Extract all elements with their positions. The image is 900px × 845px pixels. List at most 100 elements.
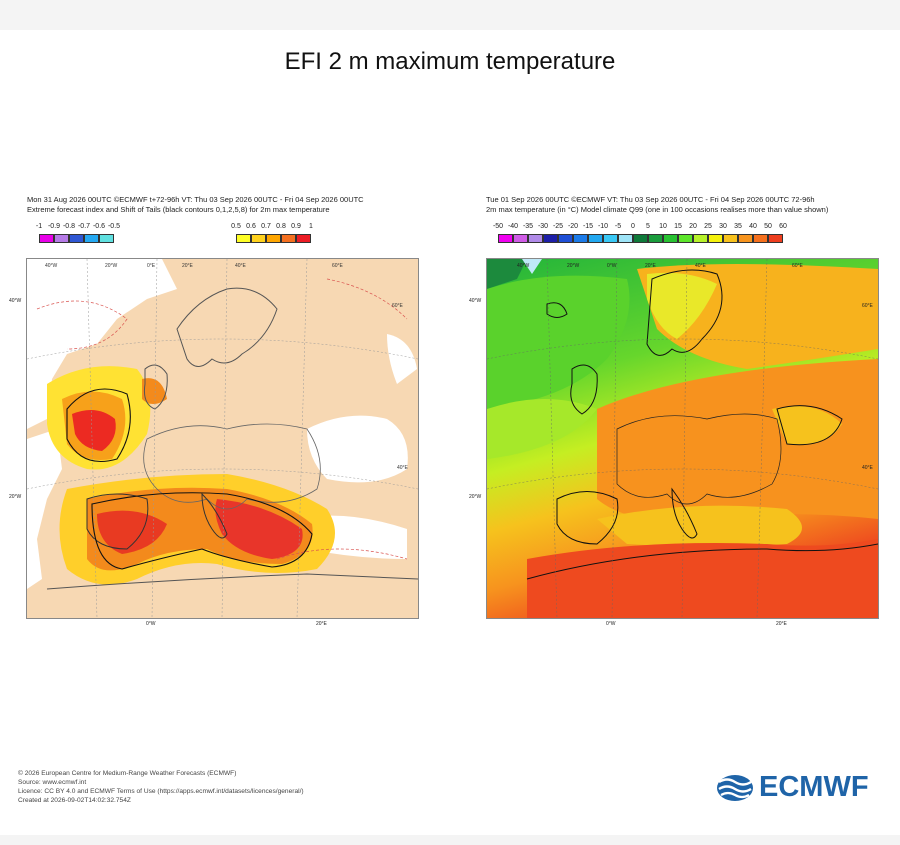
footer-created-line: Created at 2026-09-02T14:02:32.754Z: [18, 797, 131, 804]
right-lon-label-5: 40°E: [695, 263, 707, 269]
left-lat-right-2: 40°E: [397, 465, 409, 471]
efi-negative-legend-cell: [54, 234, 69, 243]
temperature-legend-label: -35: [522, 223, 534, 230]
temperature-legend-cell: [738, 234, 753, 243]
temp-iceland-outline: [546, 302, 568, 318]
efi-map: 40°W 20°W 0°E 20°E 40°E 60°E 60°E 40°E: [26, 258, 419, 619]
efi-positive-legend: 0.5 0.6 0.7 0.8 0.9 1: [231, 223, 313, 243]
british-isles-outline: [144, 364, 168, 410]
temperature-legend-label: -15: [582, 223, 594, 230]
efi-negative-legend-label: -0.7: [77, 223, 91, 230]
left-lon-label-2: 20°W: [105, 263, 118, 269]
efi-dashed-contour-1: [36, 300, 128, 350]
temp-graticule-lat-2: [487, 468, 878, 490]
graticule-lat-2: [27, 468, 418, 490]
right-lon-label-2: 20°W: [567, 263, 580, 269]
temperature-legend-cell: [603, 234, 618, 243]
temperature-map: 40°W 20°W 0°W 20°E 40°E 60°E 60°E 40°E: [486, 258, 879, 619]
temperature-map-canvas: 40°W 20°W 0°W 20°E 40°E 60°E 60°E 40°E: [487, 259, 878, 618]
temperature-legend-label: -30: [537, 223, 549, 230]
iberia-outline: [86, 493, 149, 550]
right-lon-label-6: 60°E: [792, 263, 804, 269]
temperature-legend-cell: [618, 234, 633, 243]
efi-negative-legend-cell: [69, 234, 84, 243]
temperature-legend-label: 20: [689, 223, 697, 230]
efi-positive-legend-label: 1: [309, 223, 313, 230]
temperature-legend-cell: [678, 234, 693, 243]
temperature-legend-cell: [558, 234, 573, 243]
temperature-legend-label: 35: [734, 223, 742, 230]
efi-positive-legend-label: 0.9: [291, 223, 301, 230]
temp-iberia-outline: [556, 491, 619, 545]
left-lat-label-2: 20°W: [9, 494, 22, 500]
efi-negative-legend-cell: [39, 234, 54, 243]
left-lon-label-3: 0°E: [147, 263, 156, 269]
page-title: EFI 2 m maximum temperature: [284, 48, 616, 75]
temperature-legend-cell: [528, 234, 543, 243]
left-lon-bottom-1: 0°W: [146, 621, 156, 627]
efi-positive-legend-cell: [236, 234, 251, 243]
efi-negative-legend-label: -1: [35, 223, 43, 230]
temperature-legend-cell: [723, 234, 738, 243]
temp-zone-scandinavia: [647, 272, 717, 339]
efi-negative-legend-cell: [84, 234, 99, 243]
temperature-legend-cell: [588, 234, 603, 243]
left-lon-bottom-2: 20°E: [316, 621, 327, 627]
efi-negative-legend: -1 -0.9 -0.8 -0.7 -0.6 -0.5: [36, 223, 120, 243]
temp-north-africa-coast: [526, 543, 878, 580]
left-lon-label-5: 40°E: [235, 263, 247, 269]
temp-graticule-lat-1: [487, 338, 878, 360]
temp-central-europe-outline: [616, 413, 782, 505]
right-header-line2: 2m max temperature (in °C) Model climate…: [486, 205, 829, 214]
footer-licence-line: Licence: CC BY 4.0 and ECMWF Terms of Us…: [18, 788, 304, 795]
temperature-legend-label: 25: [704, 223, 712, 230]
efi-positive-legend-label: 0.5: [231, 223, 241, 230]
efi-negative-legend-label: -0.8: [62, 223, 76, 230]
north-africa-coast: [46, 573, 418, 590]
temperature-legend-cell: [498, 234, 513, 243]
efi-neutral-region-atlantic-south: [27, 429, 62, 589]
efi-negative-legend-label: -0.6: [92, 223, 106, 230]
right-lat-label-1: 40°W: [469, 298, 482, 304]
sot-contour-west: [66, 388, 131, 463]
scandinavia-outline: [176, 287, 278, 367]
ecmwf-logo-word: ECMWF: [759, 771, 869, 803]
temperature-legend-cell: [513, 234, 528, 243]
efi-positive-legend-cell: [266, 234, 281, 243]
right-lon-label-3: 0°W: [607, 263, 617, 269]
temp-zone-cold-corner: [487, 259, 527, 289]
temp-black-sea-outline: [776, 405, 843, 446]
right-lon-label-1: 40°W: [517, 263, 530, 269]
left-header-line1: Mon 31 Aug 2026 00UTC ©ECMWF t+72-96h VT…: [27, 195, 364, 204]
efi-positive-legend-label: 0.7: [261, 223, 271, 230]
temperature-legend: -50 -40 -35 -30 -25 -20 -15 -10 -5 0 5 10 15 20 25 30 35…: [493, 223, 787, 243]
efi-anomaly-red-west: [72, 410, 116, 451]
temp-zone-north-africa: [527, 539, 878, 618]
temperature-legend-cell: [573, 234, 588, 243]
temp-zone-mediterranean: [597, 505, 802, 547]
footer-source-line: Source: www.ecmwf.int: [18, 779, 87, 786]
efi-neutral-region-northeast: [387, 334, 417, 384]
temperature-legend-cell: [633, 234, 648, 243]
temp-zone-ice: [522, 259, 542, 274]
ecmwf-logo: ECMWF: [715, 771, 869, 804]
temperature-legend-cell: [663, 234, 678, 243]
sot-contour-mediterranean: [91, 492, 313, 570]
efi-positive-legend-label: 0.6: [246, 223, 256, 230]
temp-italy-outline: [671, 487, 698, 539]
copyright-footer: © 2026 European Centre for Medium-Range …: [18, 769, 304, 805]
temperature-legend-label: 40: [749, 223, 757, 230]
efi-positive-legend-label: 0.8: [276, 223, 286, 230]
temperature-legend-cell: [693, 234, 708, 243]
efi-dashed-contour-3: [276, 548, 408, 560]
temperature-legend-label: 30: [719, 223, 727, 230]
right-lat-right-2: 40°E: [862, 465, 874, 471]
temp-zone-black-sea: [772, 406, 842, 445]
right-header-line1: Tue 01 Sep 2026 00UTC ©ECMWF VT: Thu 03 …: [486, 195, 815, 204]
temperature-legend-label: 50: [764, 223, 772, 230]
efi-neutral-region-atlantic-north: [27, 259, 177, 429]
footer-copyright-line: © 2026 European Centre for Medium-Range …: [18, 770, 237, 777]
temperature-legend-label: -50: [492, 223, 504, 230]
right-lon-bottom-1: 0°W: [606, 621, 616, 627]
efi-map-canvas: 40°W 20°W 0°E 20°E 40°E 60°E 60°E 40°E: [27, 259, 418, 618]
